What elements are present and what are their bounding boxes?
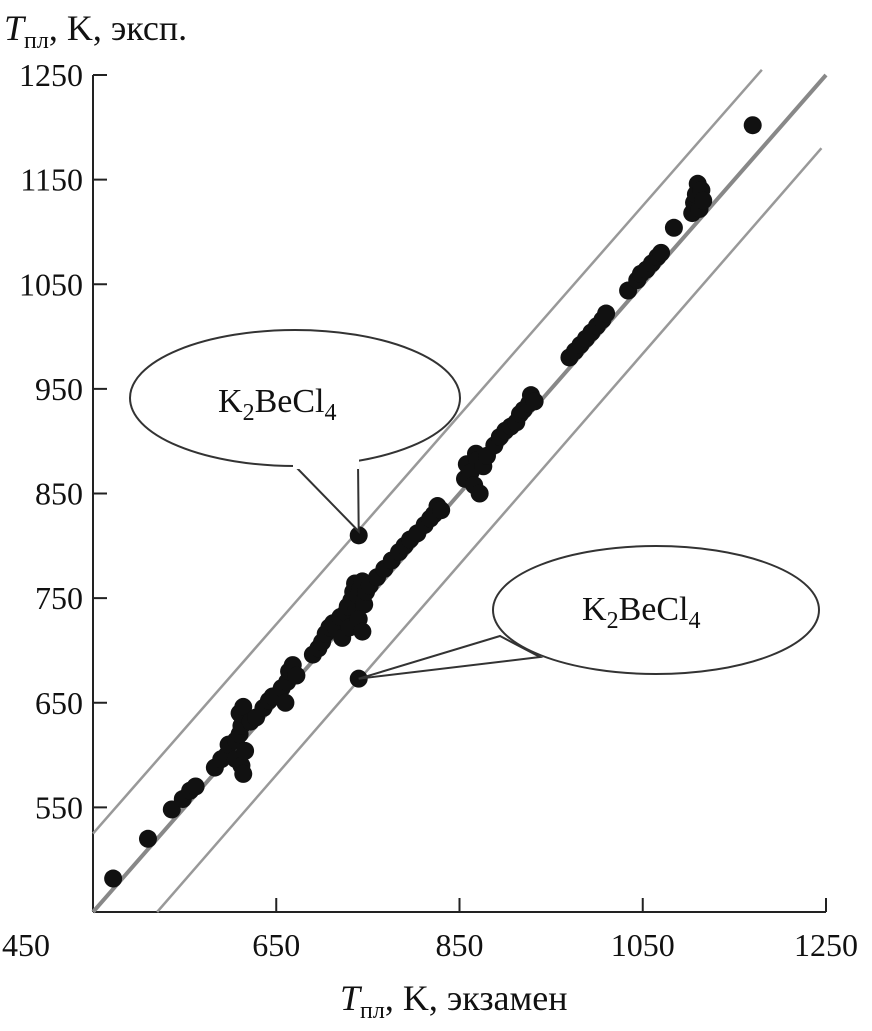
data-point xyxy=(432,501,451,520)
data-point xyxy=(104,869,123,888)
callout-lower-label-k: K xyxy=(582,591,607,628)
data-point xyxy=(664,218,683,237)
x-tick-label: 850 xyxy=(436,927,484,963)
data-point xyxy=(349,526,368,545)
y-axis-title-symbol: T xyxy=(4,8,27,48)
bound-line xyxy=(156,147,823,913)
x-axis-title: Tпл, K, экзамен xyxy=(340,978,568,1024)
callout-lower-label-sub1: 2 xyxy=(607,608,619,634)
x-tick-label: 1250 xyxy=(794,927,858,963)
y-tick-label: 750 xyxy=(35,580,83,616)
data-point xyxy=(694,191,713,210)
callout-upper-label-sub2: 4 xyxy=(324,400,336,426)
y-tick-label: 650 xyxy=(35,685,83,721)
data-point xyxy=(234,764,253,783)
x-axis-title-subscript: пл xyxy=(360,998,385,1024)
y-ticks: 550 650 750 850 950 1050 1150 1250 xyxy=(19,57,107,825)
x-axis-title-rest: , K, экзамен xyxy=(385,978,568,1018)
callout-lower-pointer xyxy=(358,634,544,680)
x-tick-label: 650 xyxy=(252,927,300,963)
callout-lower-label: K2BeCl4 xyxy=(582,591,700,634)
callout-upper-label-sub1: 2 xyxy=(243,400,255,426)
y-tick-label: 950 xyxy=(35,371,83,407)
callout-upper-label: K2BeCl4 xyxy=(218,383,336,426)
data-point xyxy=(276,693,295,712)
y-axis-title-subscript: пл xyxy=(24,28,49,54)
data-point xyxy=(186,777,205,796)
data-point xyxy=(743,116,762,135)
x-axis-title-symbol: T xyxy=(340,978,363,1018)
y-tick-label: 550 xyxy=(35,789,83,825)
bound-line xyxy=(92,68,763,835)
x-ticks: 450 650 850 1050 1250 xyxy=(2,898,858,963)
data-point xyxy=(525,392,544,411)
callout-lower-label-sub2: 4 xyxy=(688,608,700,634)
y-tick-label: 850 xyxy=(35,476,83,512)
callout-upper-join xyxy=(293,455,359,469)
callout-upper-pointer xyxy=(292,460,360,534)
x-tick-label: 1050 xyxy=(611,927,675,963)
data-point xyxy=(652,243,671,262)
data-point xyxy=(470,484,489,503)
callout-lower-bubble xyxy=(492,545,820,675)
callout-upper-label-mid: BeCl xyxy=(255,383,325,420)
plot-area: 550 650 750 850 950 1050 1150 1250 450 650 850 105… xyxy=(2,57,858,963)
callout-lower-label-mid: BeCl xyxy=(619,591,689,628)
data-point xyxy=(236,741,255,760)
callout-lower: K2BeCl4 xyxy=(358,545,820,680)
data-points xyxy=(104,116,762,888)
data-point xyxy=(138,829,157,848)
data-point xyxy=(597,304,616,323)
callout-upper-label-k: K xyxy=(218,383,243,420)
y-tick-label: 1050 xyxy=(19,266,83,302)
callout-upper: K2BeCl4 xyxy=(129,329,461,534)
x-tick-label: 450 xyxy=(2,927,50,963)
data-point xyxy=(234,697,253,716)
y-tick-label: 1150 xyxy=(20,162,83,198)
y-tick-label: 1250 xyxy=(19,57,83,93)
y-axis-title-rest: , K, эксп. xyxy=(49,8,187,48)
y-axis-title: Tпл, K, эксп. xyxy=(4,8,187,54)
data-point xyxy=(353,622,372,641)
data-point xyxy=(287,666,306,685)
